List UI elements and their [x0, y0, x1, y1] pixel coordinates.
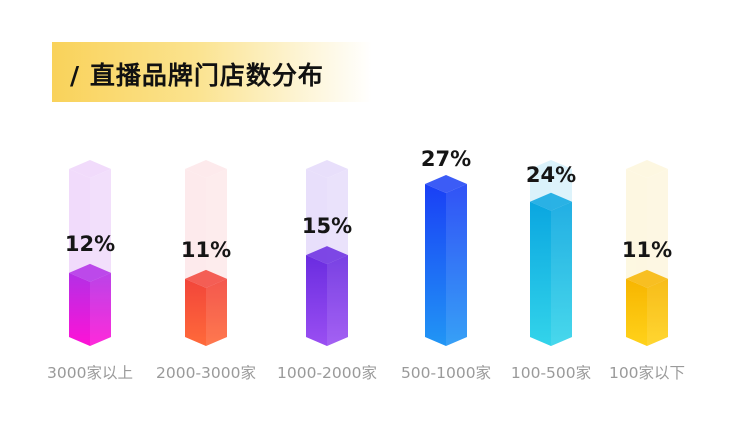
category-label-6: 100家以下	[609, 364, 685, 382]
category-label-3: 1000-2000家	[277, 364, 377, 382]
bar-5	[530, 192, 572, 346]
value-label-5: 24%	[526, 163, 576, 187]
bar-2	[185, 269, 227, 346]
title-banner	[52, 42, 372, 102]
bar-1	[69, 263, 111, 346]
category-label-4: 500-1000家	[401, 364, 491, 382]
bar-4	[425, 175, 467, 346]
value-label-3: 15%	[302, 214, 352, 238]
bar-3	[306, 246, 348, 346]
value-label-6: 11%	[622, 238, 672, 262]
category-label-5: 100-500家	[511, 364, 591, 382]
category-label-2: 2000-3000家	[156, 364, 256, 382]
value-label-1: 12%	[65, 232, 115, 256]
chart-title: / 直播品牌门店数分布	[70, 61, 324, 90]
value-label-2: 11%	[181, 238, 231, 262]
bar-6	[626, 269, 668, 346]
value-label-4: 27%	[421, 147, 471, 171]
category-label-1: 3000家以上	[47, 364, 133, 382]
